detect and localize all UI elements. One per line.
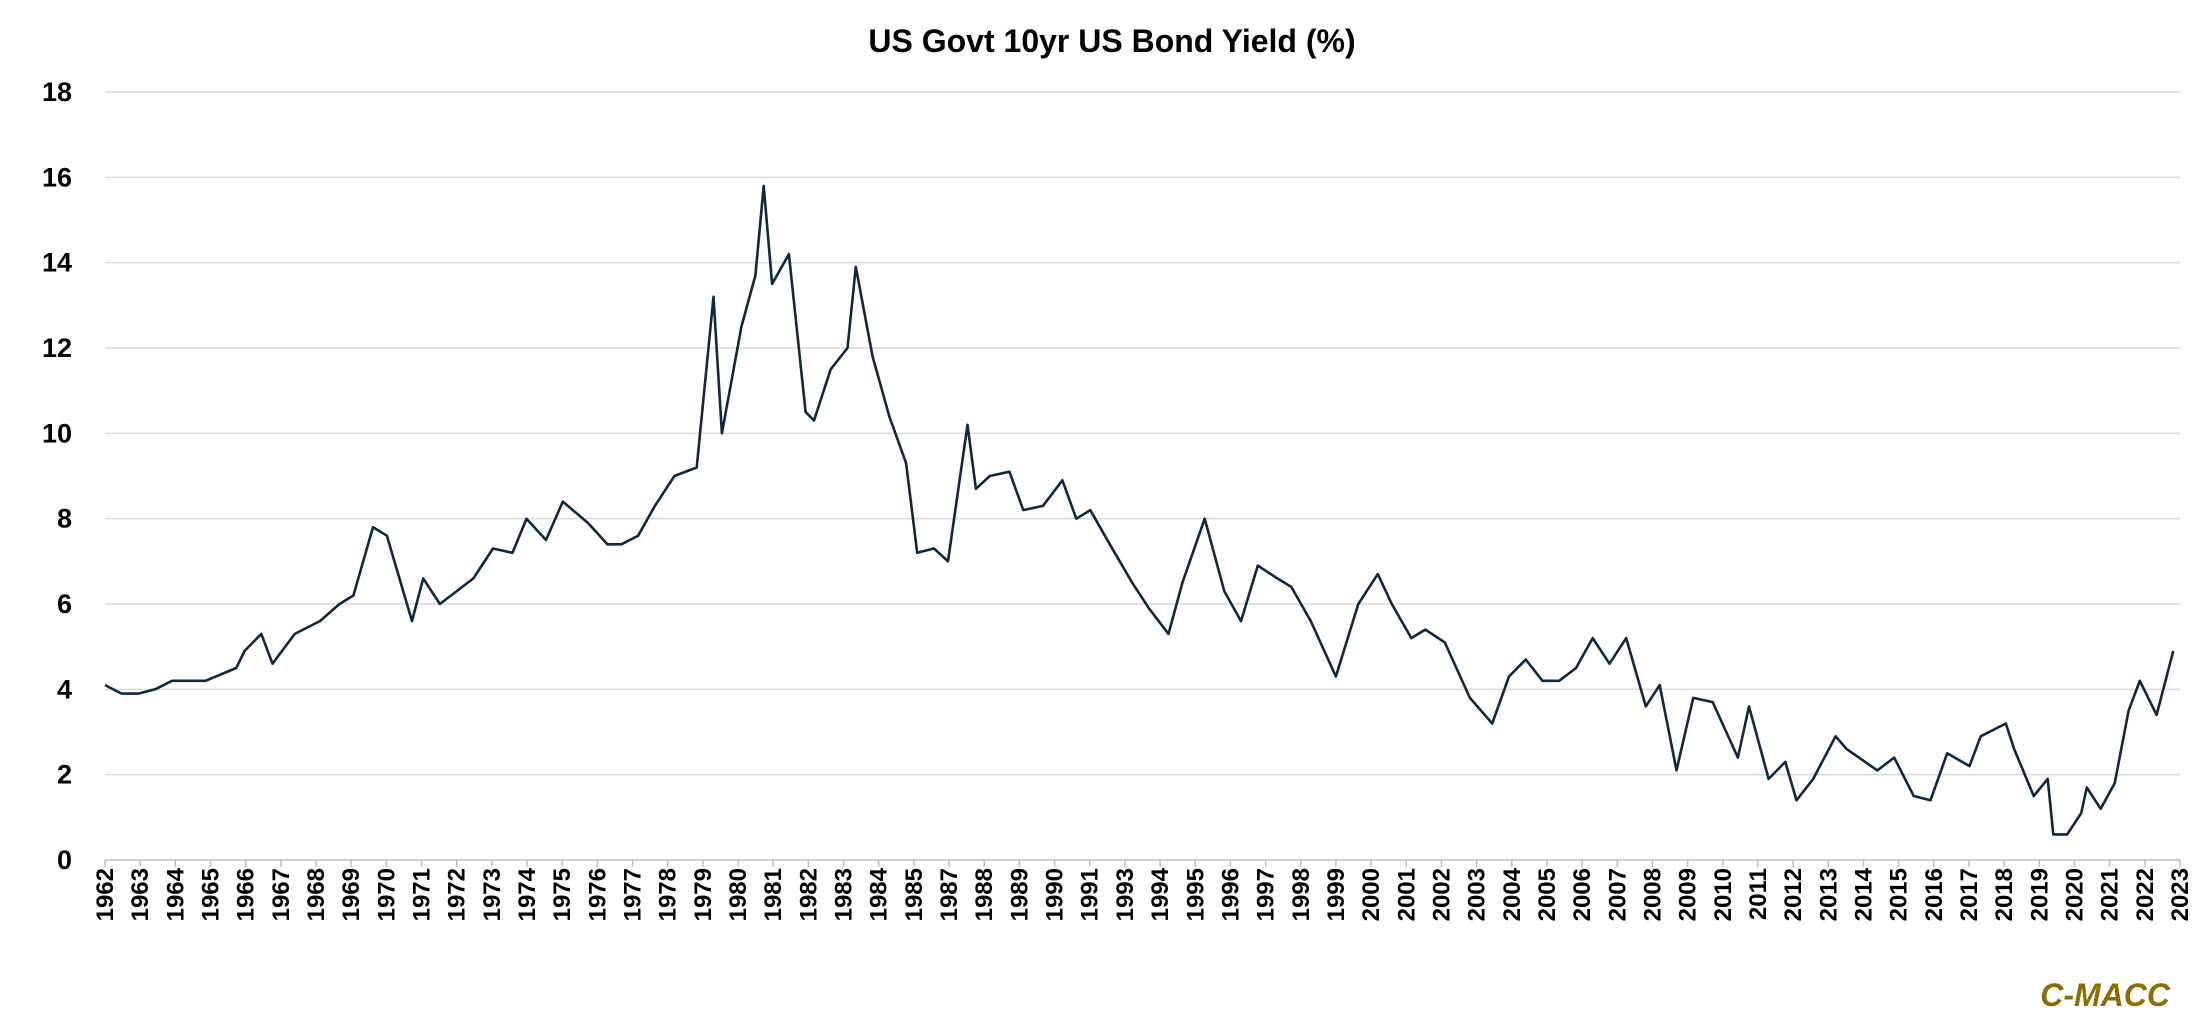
x-tick-label: 1982 — [795, 868, 822, 921]
x-tick-label: 2009 — [1675, 868, 1702, 921]
y-tick-label: 12 — [42, 333, 72, 363]
x-tick-label: 1994 — [1147, 867, 1174, 921]
x-tick-label: 1999 — [1323, 868, 1350, 921]
x-tick-label: 1966 — [233, 868, 260, 921]
x-tick-label: 1995 — [1182, 868, 1209, 921]
x-tick-label: 2019 — [2026, 868, 2053, 921]
y-tick-label: 6 — [57, 589, 72, 619]
x-tick-label: 2014 — [1850, 867, 1877, 921]
series-line-0 — [104, 184, 2175, 836]
brand-logo-text: C-MACC — [2040, 977, 2170, 1013]
y-tick-label: 0 — [57, 845, 72, 875]
x-tick-label: 1969 — [338, 868, 365, 921]
x-tick-label: 2000 — [1358, 868, 1385, 921]
x-tick-label: 1967 — [268, 868, 295, 921]
x-tick-label: 2023 — [2167, 868, 2194, 921]
x-tick-label: 1983 — [831, 868, 858, 921]
y-tick-label: 18 — [42, 77, 72, 107]
y-tick-label: 4 — [57, 674, 72, 704]
x-tick-label: 2010 — [1710, 868, 1737, 921]
x-tick-label: 1985 — [901, 868, 928, 921]
x-tick-label: 1993 — [1112, 868, 1139, 921]
x-tick-label: 1997 — [1253, 868, 1280, 921]
y-tick-label: 16 — [42, 162, 72, 192]
x-tick-label: 1987 — [936, 868, 963, 921]
x-tick-label: 2016 — [1921, 868, 1948, 921]
x-tick-label: 2004 — [1499, 867, 1526, 921]
x-tick-label: 1964 — [162, 867, 189, 921]
x-tick-label: 1977 — [620, 868, 647, 921]
x-tick-label: 1981 — [760, 868, 787, 921]
x-tick-label: 2003 — [1464, 868, 1491, 921]
x-tick-label: 1968 — [303, 868, 330, 921]
x-tick-label: 2015 — [1886, 868, 1913, 921]
y-tick-label: 10 — [42, 418, 72, 448]
y-tick-label: 2 — [57, 760, 72, 790]
x-tick-label: 1971 — [409, 868, 436, 921]
x-tick-label: 1965 — [198, 868, 225, 921]
x-tick-label: 2008 — [1639, 868, 1666, 921]
chart-title: US Govt 10yr US Bond Yield (%) — [868, 23, 1355, 59]
x-tick-label: 1976 — [584, 868, 611, 921]
x-tick-label: 2020 — [2061, 868, 2088, 921]
x-tick-label: 1970 — [373, 868, 400, 921]
x-tick-label: 2005 — [1534, 868, 1561, 921]
x-tick-label: 2012 — [1780, 868, 1807, 921]
y-tick-label: 14 — [42, 248, 72, 278]
y-axis-ticks: 0 2 4 6 8 10 12 14 16 18 — [42, 77, 72, 875]
x-tick-label: 2002 — [1428, 868, 1455, 921]
x-tick-label: 1991 — [1077, 868, 1104, 921]
series-group — [104, 184, 2175, 836]
x-tick-label: 1989 — [1006, 868, 1033, 921]
x-tick-label: 1963 — [127, 868, 154, 921]
x-tick-label: 1979 — [690, 868, 717, 921]
x-tick-label: 2006 — [1569, 868, 1596, 921]
x-axis-ticks: 1962 1963 1964 1965 1966 1967 1968 1969 1970 1971… — [92, 860, 2194, 921]
x-tick-label: 2013 — [1815, 868, 1842, 921]
x-tick-label: 1974 — [514, 867, 541, 921]
x-tick-label: 2021 — [2097, 868, 2124, 921]
x-tick-label: 1990 — [1042, 868, 1069, 921]
x-tick-label: 1962 — [92, 868, 119, 921]
x-tick-label: 1984 — [866, 867, 893, 921]
x-tick-label: 1978 — [655, 868, 682, 921]
x-tick-label: 1975 — [549, 868, 576, 921]
x-tick-label: 1988 — [971, 868, 998, 921]
x-tick-label: 2017 — [1956, 868, 1983, 921]
x-tick-label: 2018 — [1991, 868, 2018, 921]
x-tick-label: 2007 — [1604, 868, 1631, 921]
x-tick-label: 2011 — [1745, 868, 1772, 920]
x-tick-label: 1980 — [725, 868, 752, 921]
x-tick-label: 1998 — [1288, 868, 1315, 921]
x-tick-label: 2001 — [1393, 868, 1420, 921]
x-tick-label: 1972 — [444, 868, 471, 921]
y-tick-label: 8 — [57, 504, 72, 534]
x-tick-label: 1973 — [479, 868, 506, 921]
x-tick-label: 2022 — [2132, 868, 2159, 921]
x-tick-label: 1996 — [1217, 868, 1244, 921]
gridlines — [105, 91, 2180, 776]
